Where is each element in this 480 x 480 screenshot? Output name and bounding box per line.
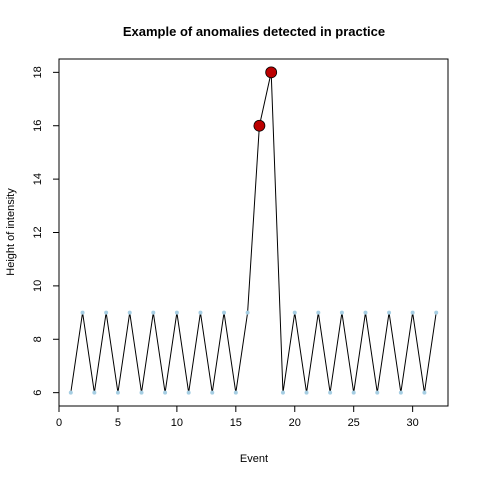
data-point [245, 310, 250, 315]
x-tick-label: 30 [407, 417, 419, 429]
x-tick-label: 15 [230, 417, 242, 429]
data-point [375, 390, 380, 395]
x-tick-label: 25 [348, 417, 360, 429]
data-point [434, 310, 439, 315]
x-axis: 0 5 10 15 20 25 30 [56, 405, 419, 429]
x-tick-label: 10 [171, 417, 183, 429]
anomaly-point [253, 119, 266, 132]
plot-frame [58, 58, 449, 407]
data-point [398, 390, 403, 395]
data-point [410, 310, 415, 315]
y-tick-label: 12 [32, 226, 44, 238]
data-point [80, 310, 85, 315]
y-axis: 6 8 10 12 14 16 18 [32, 66, 60, 396]
x-tick-label: 0 [56, 417, 62, 429]
data-point [363, 310, 368, 315]
y-tick-label: 8 [32, 336, 44, 342]
anomaly-point [265, 66, 278, 79]
data-point [68, 390, 73, 395]
data-point [316, 310, 321, 315]
data-point [328, 390, 333, 395]
data-point [92, 390, 97, 395]
x-tick-label: 5 [115, 417, 121, 429]
y-tick-label: 18 [32, 66, 44, 78]
x-axis-label: Event [240, 453, 268, 465]
data-point [280, 390, 285, 395]
y-tick-label: 10 [32, 280, 44, 292]
plot-area [68, 66, 439, 395]
data-point [186, 390, 191, 395]
y-tick-label: 6 [32, 390, 44, 396]
x-tick-label: 20 [289, 417, 301, 429]
data-point [222, 310, 227, 315]
data-point [174, 310, 179, 315]
y-tick-label: 16 [32, 120, 44, 132]
data-point [115, 390, 120, 395]
data-point [198, 310, 203, 315]
data-point [151, 310, 156, 315]
data-point [210, 390, 215, 395]
data-point [304, 390, 309, 395]
data-point [387, 310, 392, 315]
data-point [422, 390, 427, 395]
data-point [339, 310, 344, 315]
data-point [233, 390, 238, 395]
chart-title: Example of anomalies detected in practic… [123, 24, 385, 39]
series-line [70, 72, 437, 393]
y-axis-label: Height of intensity [5, 188, 17, 276]
data-point [351, 390, 356, 395]
data-point [104, 310, 109, 315]
data-point [127, 310, 132, 315]
y-tick-label: 14 [32, 173, 44, 185]
data-point [139, 390, 144, 395]
data-point [292, 310, 297, 315]
data-point [163, 390, 168, 395]
